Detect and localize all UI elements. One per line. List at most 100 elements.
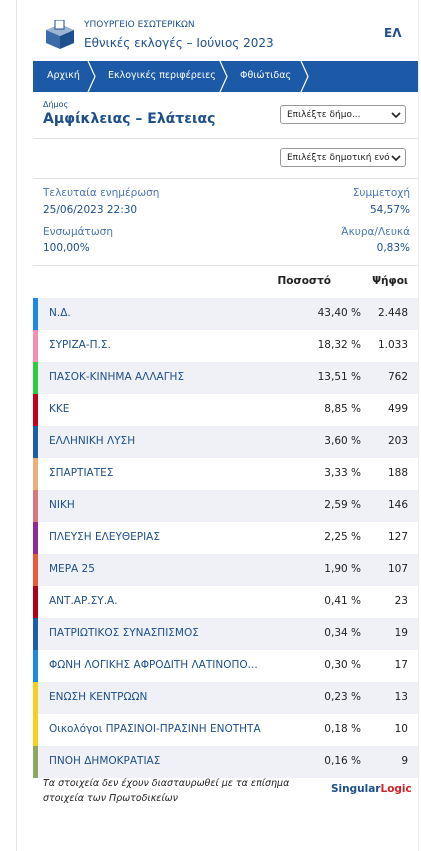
votes: 127 <box>387 531 408 543</box>
divider <box>33 138 418 139</box>
percent: 2,25 % <box>324 531 361 543</box>
party-name: Ν.Δ. <box>49 307 71 319</box>
ministry: ΥΠΟΥΡΓΕΙΟ ΕΣΩΤΕΡΙΚΩΝ <box>84 20 195 30</box>
party-name: ΦΩΝΗ ΛΟΓΙΚΗΣ ΑΦΡΟΔΙΤΗ ΛΑΤΙΝΟΠΟ... <box>49 659 258 671</box>
party-color <box>33 490 38 522</box>
votes: 203 <box>387 435 408 447</box>
party-name: ΠΝΟΗ ΔΗΜΟΚΡΑΤΙΑΣ <box>49 755 161 767</box>
page-border <box>418 0 419 851</box>
votes: 762 <box>387 371 408 383</box>
column-header: Ψήφοι <box>372 275 408 287</box>
result-row: ΣΥΡΙΖΑ-Π.Σ. 18,32 % 1.033 <box>33 330 418 362</box>
percent: 1,90 % <box>324 563 361 575</box>
party-color <box>33 682 38 714</box>
divider <box>33 265 418 266</box>
header-title: Εθνικές εκλογές – Ιούνιος 2023 <box>84 36 274 50</box>
municipality-label: Δήμος <box>43 100 69 109</box>
select-text: Επιλέξτε δήμο... <box>287 110 361 120</box>
votes: 17 <box>394 659 408 671</box>
votes: 23 <box>394 595 408 607</box>
result-row: Ν.Δ. 43,40 % 2.448 <box>33 298 418 330</box>
party-name: ΜΕΡΑ 25 <box>49 563 95 575</box>
info-value: 25/06/2023 22:30 <box>43 204 138 216</box>
party-color <box>33 746 38 778</box>
municipality-select[interactable]: Επιλέξτε δήμο... <box>280 105 406 124</box>
info-value: 0,83% <box>376 242 410 254</box>
party-color <box>33 394 38 426</box>
party-color <box>33 650 38 682</box>
percent: 18,32 % <box>317 339 361 351</box>
party-name: ΕΝΩΣΗ ΚΕΝΤΡΩΩΝ <box>49 691 148 703</box>
result-row: ΠΑΤΡΙΩΤΙΚΟΣ ΣΥΝΑΣΠΙΣΜΟΣ 0,34 % 19 <box>33 618 418 650</box>
result-row: ΕΛΛΗΝΙΚΗ ΛΥΣΗ 3,60 % 203 <box>33 426 418 458</box>
info-label: Τελευταία ενημέρωση <box>43 187 160 199</box>
footer-note: Τα στοιχεία δεν έχουν διασταυρωθεί με τα… <box>43 778 290 804</box>
logo: SingularLogic <box>331 783 412 795</box>
party-name: ΝΙΚΗ <box>49 499 75 511</box>
breadcrumb-link[interactable]: Φθιώτιδας <box>240 70 292 81</box>
percent: 0,34 % <box>324 627 361 639</box>
result-row: ΜΕΡΑ 25 1,90 % 107 <box>33 554 418 586</box>
result-row: ΠΛΕΥΣΗ ΕΛΕΥΘΕΡΙΑΣ 2,25 % 127 <box>33 522 418 554</box>
votes: 499 <box>387 403 408 415</box>
info-label: Ενσωμάτωση <box>43 226 113 238</box>
info-label: Άκυρα/Λευκά <box>341 226 410 238</box>
party-color <box>33 554 38 586</box>
result-row: ΚΚΕ 8,85 % 499 <box>33 394 418 426</box>
party-color <box>33 714 38 746</box>
info-value: 100,00% <box>43 242 90 254</box>
breadcrumb-bar: Αρχική Εκλογικές περιφέρειες Φθιώτιδας <box>33 61 418 92</box>
percent: 8,85 % <box>324 403 361 415</box>
party-color <box>33 330 38 362</box>
votes: 146 <box>387 499 408 511</box>
chevrons <box>87 61 309 92</box>
page-border <box>16 0 17 851</box>
votes: 2.448 <box>377 307 408 319</box>
votes: 107 <box>387 563 408 575</box>
party-name: ΣΠΑΡΤΙΑΤΕΣ <box>49 467 114 479</box>
party-color <box>33 618 38 650</box>
percent: 0,41 % <box>324 595 361 607</box>
party-color <box>33 426 38 458</box>
party-color <box>33 362 38 394</box>
percent: 0,23 % <box>324 691 361 703</box>
percent: 13,51 % <box>317 371 361 383</box>
logo-text: Singular <box>331 783 381 795</box>
info-label: Συμμετοχή <box>352 187 410 199</box>
municipality-name: Αμφίκλειας – Ελάτειας <box>43 111 216 127</box>
votes: 19 <box>394 627 408 639</box>
result-row: ΠΝΟΗ ΔΗΜΟΚΡΑΤΙΑΣ 0,16 % 9 <box>33 746 418 778</box>
votes: 13 <box>394 691 408 703</box>
breadcrumb-link[interactable]: Αρχική <box>47 70 80 81</box>
party-name: ΕΛΛΗΝΙΚΗ ΛΥΣΗ <box>49 435 136 447</box>
percent: 2,59 % <box>324 499 361 511</box>
party-name: ΠΛΕΥΣΗ ΕΛΕΥΘΕΡΙΑΣ <box>49 531 161 543</box>
info-value: 54,57% <box>369 204 410 216</box>
party-name: ΠΑΤΡΙΩΤΙΚΟΣ ΣΥΝΑΣΠΙΣΜΟΣ <box>49 627 199 639</box>
percent: 3,60 % <box>324 435 361 447</box>
logo-text: Logic <box>380 783 412 795</box>
select-text: Επιλέξτε δημοτική ενό <box>287 153 390 163</box>
party-name: Οικολόγοι ΠΡΑΣΙΝΟΙ-ΠΡΑΣΙΝΗ ΕΝΟΤΗΤΑ <box>49 723 261 735</box>
unit-select[interactable]: Επιλέξτε δημοτική ενό <box>280 148 406 167</box>
result-row: Οικολόγοι ΠΡΑΣΙΝΟΙ-ΠΡΑΣΙΝΗ ΕΝΟΤΗΤΑ 0,18 %… <box>33 714 418 746</box>
result-row: ΠΑΣΟΚ-ΚΙΝΗΜΑ ΑΛΛΑΓΗΣ 13,51 % 762 <box>33 362 418 394</box>
party-name: ΣΥΡΙΖΑ-Π.Σ. <box>49 339 111 351</box>
language[interactable]: ΕΛ <box>384 26 402 40</box>
select-arrow <box>391 155 401 162</box>
party-name: ΠΑΣΟΚ-ΚΙΝΗΜΑ ΑΛΛΑΓΗΣ <box>49 371 185 383</box>
result-row: ΝΙΚΗ 2,59 % 146 <box>33 490 418 522</box>
result-row: ΕΝΩΣΗ ΚΕΝΤΡΩΩΝ 0,23 % 13 <box>33 682 418 714</box>
divider <box>33 178 418 179</box>
percent: 3,33 % <box>324 467 361 479</box>
votes: 9 <box>401 755 408 767</box>
votes: 10 <box>394 723 408 735</box>
percent: 0,18 % <box>324 723 361 735</box>
breadcrumb-link[interactable]: Εκλογικές περιφέρειες <box>108 70 216 81</box>
ballot-icon <box>46 20 74 49</box>
result-row: ΦΩΝΗ ΛΟΓΙΚΗΣ ΑΦΡΟΔΙΤΗ ΛΑΤΙΝΟΠΟ... 0,30 % 1… <box>33 650 418 682</box>
party-name: ΑΝΤ.ΑΡ.ΣΥ.Α. <box>49 595 118 607</box>
percent: 0,30 % <box>324 659 361 671</box>
percent: 43,40 % <box>317 307 361 319</box>
party-color <box>33 458 38 490</box>
